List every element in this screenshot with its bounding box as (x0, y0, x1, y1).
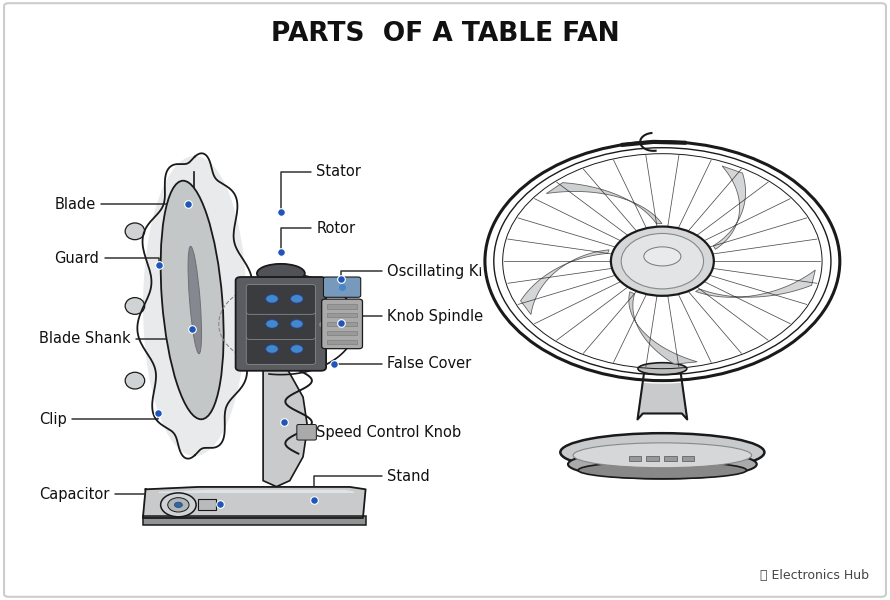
FancyBboxPatch shape (236, 277, 326, 371)
FancyBboxPatch shape (247, 335, 315, 365)
FancyBboxPatch shape (247, 284, 315, 314)
Ellipse shape (125, 298, 145, 314)
Bar (646, 456, 659, 461)
Ellipse shape (638, 363, 687, 374)
Circle shape (266, 295, 279, 303)
Text: Knob Spindle: Knob Spindle (341, 308, 483, 323)
Bar (143, 515, 366, 525)
Ellipse shape (174, 502, 182, 508)
FancyBboxPatch shape (247, 310, 315, 340)
Circle shape (266, 320, 279, 328)
Circle shape (611, 227, 714, 296)
Circle shape (621, 233, 703, 289)
Polygon shape (263, 370, 307, 487)
Text: Blade: Blade (54, 197, 185, 212)
Circle shape (481, 139, 845, 383)
Circle shape (266, 345, 279, 353)
Polygon shape (696, 270, 815, 298)
FancyBboxPatch shape (297, 425, 316, 440)
Bar (327, 331, 357, 335)
Text: ⓠ Electronics Hub: ⓠ Electronics Hub (760, 569, 870, 582)
Bar (327, 322, 357, 326)
Bar (664, 456, 676, 461)
Circle shape (291, 345, 303, 353)
Text: Guard: Guard (54, 251, 159, 266)
Ellipse shape (578, 461, 747, 479)
Text: Stator: Stator (281, 164, 361, 209)
Text: Oscillating Knob: Oscillating Knob (341, 264, 506, 279)
Ellipse shape (561, 433, 765, 472)
Ellipse shape (125, 223, 145, 239)
Polygon shape (144, 157, 246, 455)
Text: Stand: Stand (313, 469, 430, 497)
Ellipse shape (188, 247, 201, 353)
Text: Blade Shank: Blade Shank (38, 331, 192, 346)
Polygon shape (629, 292, 697, 364)
Text: Capacitor: Capacitor (38, 487, 152, 502)
Polygon shape (714, 166, 746, 250)
Polygon shape (637, 368, 687, 419)
Ellipse shape (125, 372, 145, 389)
Text: Rotor: Rotor (281, 221, 355, 250)
Ellipse shape (568, 450, 756, 479)
Ellipse shape (573, 443, 752, 468)
Ellipse shape (257, 264, 304, 283)
Text: False Cover: False Cover (337, 356, 472, 371)
FancyBboxPatch shape (321, 299, 362, 349)
Bar (628, 456, 641, 461)
Polygon shape (546, 182, 662, 224)
Text: Speed Control Knob: Speed Control Knob (284, 425, 462, 440)
Bar (682, 456, 694, 461)
Circle shape (291, 295, 303, 303)
Polygon shape (143, 487, 366, 518)
Bar (198, 499, 215, 509)
Bar (327, 340, 357, 344)
Text: PARTS  OF A TABLE FAN: PARTS OF A TABLE FAN (271, 21, 619, 47)
Circle shape (167, 497, 189, 512)
Ellipse shape (643, 247, 681, 266)
FancyBboxPatch shape (323, 277, 360, 298)
Text: Clip: Clip (38, 412, 158, 427)
Circle shape (161, 493, 196, 517)
Circle shape (291, 320, 303, 328)
Bar (327, 313, 357, 317)
Polygon shape (159, 491, 354, 493)
Bar (327, 304, 357, 308)
Ellipse shape (160, 181, 223, 419)
Polygon shape (521, 250, 609, 314)
